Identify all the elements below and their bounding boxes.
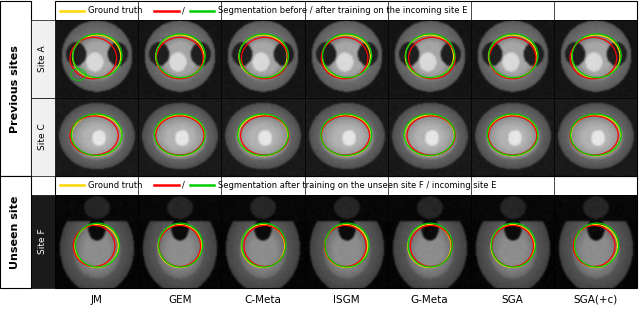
Bar — [55, 1, 637, 176]
Text: Ground truth: Ground truth — [88, 6, 143, 15]
Text: Unseen site: Unseen site — [10, 195, 20, 269]
Text: G-Meta: G-Meta — [411, 294, 448, 305]
Text: /: / — [182, 181, 185, 190]
Bar — [31, 98, 55, 176]
Bar — [554, 98, 637, 176]
Bar — [55, 1, 637, 20]
Text: SGA(+c): SGA(+c) — [573, 294, 618, 305]
Bar — [221, 195, 305, 288]
Bar — [554, 195, 637, 288]
Text: Site A: Site A — [38, 45, 47, 72]
Bar — [471, 98, 554, 176]
Bar — [388, 195, 471, 288]
Bar — [55, 20, 138, 98]
Text: C-Meta: C-Meta — [244, 294, 282, 305]
Bar — [31, 195, 55, 288]
Text: /: / — [182, 6, 185, 15]
Text: Site C: Site C — [38, 124, 47, 150]
Text: JM: JM — [91, 294, 102, 305]
Text: SGA: SGA — [502, 294, 524, 305]
Bar — [138, 195, 221, 288]
Text: Site F: Site F — [38, 229, 47, 254]
Bar — [55, 195, 138, 288]
Bar — [388, 20, 471, 98]
Bar — [0, 176, 31, 288]
Bar — [221, 20, 305, 98]
Text: Segmentation before / after training on the incoming site E: Segmentation before / after training on … — [218, 6, 468, 15]
Text: ISGM: ISGM — [333, 294, 360, 305]
Bar — [221, 98, 305, 176]
Bar — [138, 98, 221, 176]
Bar — [554, 20, 637, 98]
Bar — [55, 176, 637, 288]
Bar — [305, 195, 388, 288]
Text: Segmentation after training on the unseen site F / incoming site E: Segmentation after training on the unsee… — [218, 181, 497, 190]
Bar — [388, 98, 471, 176]
Bar — [0, 1, 31, 176]
Bar — [305, 98, 388, 176]
Bar — [31, 20, 55, 98]
Text: Previous sites: Previous sites — [10, 45, 20, 133]
Bar — [305, 20, 388, 98]
Bar — [138, 20, 221, 98]
Bar — [471, 195, 554, 288]
Bar — [55, 176, 637, 195]
Bar — [55, 98, 138, 176]
Bar — [471, 20, 554, 98]
Text: Ground truth: Ground truth — [88, 181, 143, 190]
Text: GEM: GEM — [168, 294, 191, 305]
